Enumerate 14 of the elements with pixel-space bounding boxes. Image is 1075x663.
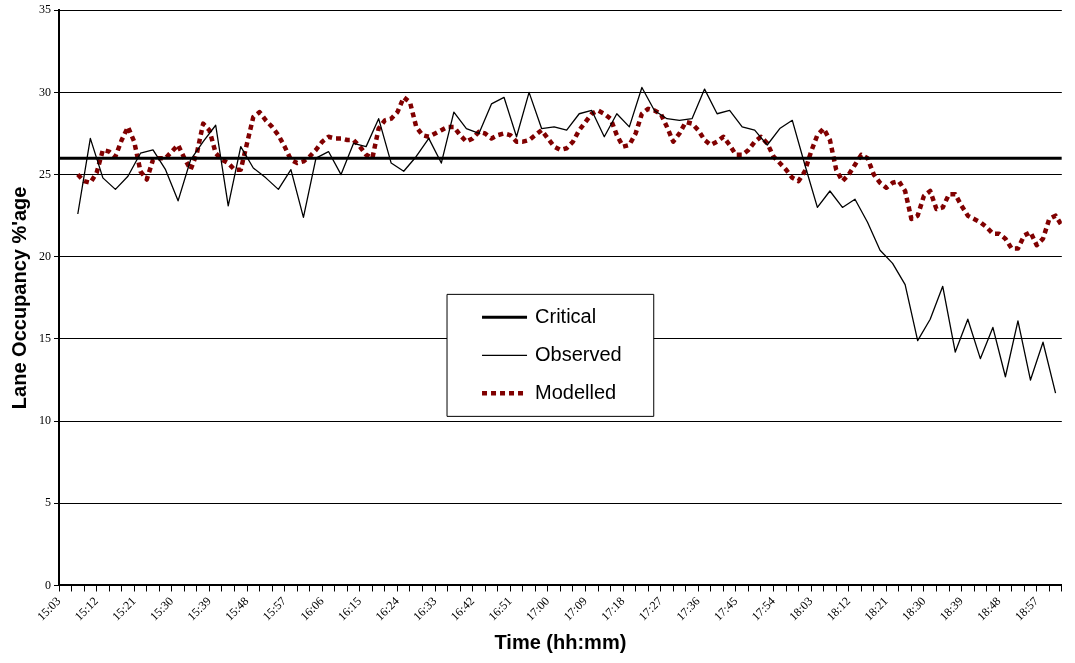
legend-label: Observed <box>535 342 622 365</box>
line-series <box>75 95 1062 251</box>
y-tick-label: 30 <box>39 84 51 99</box>
y-tick-label: 35 <box>39 2 51 17</box>
y-tick-label: 25 <box>39 166 51 181</box>
y-tick-label: 0 <box>45 577 51 592</box>
y-tick-label: 10 <box>39 413 51 428</box>
legend-label: Critical <box>535 304 597 327</box>
legend-label: Modelled <box>535 380 617 403</box>
x-axis-title: Time (hh:mm) <box>494 630 627 653</box>
y-tick-label: 15 <box>39 331 51 346</box>
y-tick-label: 20 <box>39 248 51 263</box>
y-tick-label: 5 <box>45 495 51 510</box>
y-axis-title: Lane Occupancy %'age <box>7 186 30 410</box>
